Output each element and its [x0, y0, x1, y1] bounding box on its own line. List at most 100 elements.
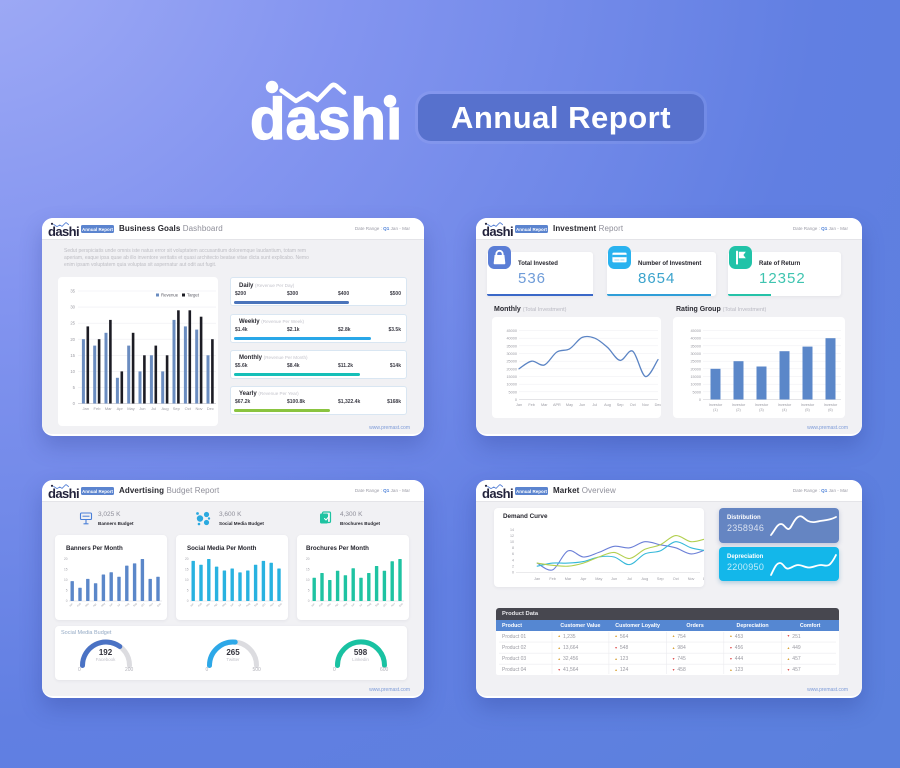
svg-text:Sep: Sep	[173, 406, 181, 411]
svg-text:15000: 15000	[690, 375, 701, 379]
svg-text:May: May	[100, 601, 107, 608]
svg-text:Jun: Jun	[579, 403, 585, 407]
svg-text:Mar: Mar	[541, 403, 548, 407]
svg-text:Sep: Sep	[657, 577, 664, 581]
svg-text:Sep: Sep	[132, 601, 138, 607]
svg-text:Investor: Investor	[708, 403, 722, 407]
svg-text:May: May	[127, 406, 135, 411]
svg-text:45000: 45000	[690, 329, 701, 333]
svg-text:Apr: Apr	[580, 577, 587, 581]
svg-text:Aug: Aug	[642, 577, 649, 581]
svg-text:20000: 20000	[690, 367, 701, 371]
svg-text:Investor: Investor	[800, 403, 814, 407]
svg-text:Nov: Nov	[269, 601, 276, 608]
svg-text:15: 15	[306, 568, 310, 572]
svg-text:Investor: Investor	[823, 403, 837, 407]
svg-text:(4): (4)	[782, 408, 787, 412]
svg-text:Nov: Nov	[148, 601, 155, 608]
svg-text:Feb: Feb	[318, 601, 324, 607]
svg-text:May: May	[595, 577, 602, 581]
svg-text:Mar: Mar	[326, 602, 332, 608]
svg-text:Jan: Jan	[189, 602, 195, 608]
svg-text:Nov: Nov	[390, 601, 397, 608]
svg-text:Jun: Jun	[108, 602, 114, 608]
svg-text:15: 15	[64, 568, 68, 572]
svg-text:Jul: Jul	[592, 403, 597, 407]
svg-text:0: 0	[186, 599, 188, 603]
svg-text:10: 10	[306, 578, 310, 582]
svg-text:Aug: Aug	[604, 403, 611, 407]
svg-text:Jun: Jun	[139, 406, 145, 411]
svg-text:Sep: Sep	[253, 601, 259, 607]
svg-text:15000: 15000	[506, 375, 517, 379]
svg-text:20000: 20000	[506, 367, 517, 371]
svg-text:Dec: Dec	[207, 406, 214, 411]
svg-text:0: 0	[73, 401, 76, 406]
svg-text:(3): (3)	[759, 408, 764, 412]
svg-text:4: 4	[512, 558, 514, 562]
svg-text:10: 10	[185, 578, 189, 582]
svg-text:May: May	[221, 601, 228, 608]
svg-text:20: 20	[306, 557, 310, 561]
svg-text:Sep: Sep	[617, 403, 624, 407]
svg-text:Investor: Investor	[731, 403, 745, 407]
svg-text:(1): (1)	[713, 408, 718, 412]
svg-text:Jan: Jan	[516, 403, 522, 407]
svg-text:Target: Target	[187, 293, 200, 298]
svg-text:Oct: Oct	[261, 602, 267, 608]
svg-text:40000: 40000	[690, 336, 701, 340]
svg-text:Feb: Feb	[94, 406, 102, 411]
svg-text:2: 2	[512, 565, 514, 569]
svg-text:Revenue: Revenue	[161, 293, 179, 298]
svg-text:0: 0	[698, 398, 700, 402]
svg-text:35000: 35000	[690, 344, 701, 348]
svg-text:0: 0	[307, 599, 309, 603]
svg-text:(2): (2)	[736, 408, 741, 412]
svg-text:30: 30	[70, 305, 75, 310]
svg-text:30000: 30000	[690, 352, 701, 356]
svg-text:25000: 25000	[506, 359, 517, 363]
svg-text:Jul: Jul	[116, 602, 121, 607]
svg-text:Apr: Apr	[334, 602, 340, 608]
svg-text:(6): (6)	[828, 408, 833, 412]
svg-text:Apr: Apr	[117, 406, 124, 411]
svg-text:0: 0	[512, 571, 514, 575]
svg-text:5: 5	[307, 589, 309, 593]
svg-text:6: 6	[512, 552, 514, 556]
svg-text:5: 5	[65, 589, 67, 593]
svg-text:Aug: Aug	[124, 601, 130, 607]
svg-text:Aug: Aug	[366, 601, 372, 607]
svg-text:Jan: Jan	[310, 602, 316, 608]
svg-text:20: 20	[185, 557, 189, 561]
svg-text:20: 20	[70, 337, 75, 342]
svg-text:8: 8	[512, 546, 514, 550]
svg-text:Feb: Feb	[528, 403, 535, 407]
svg-text:Sep: Sep	[374, 601, 380, 607]
svg-text:15: 15	[70, 353, 75, 358]
svg-text:25: 25	[70, 321, 75, 326]
svg-text:Jun: Jun	[611, 577, 617, 581]
svg-text:Jul: Jul	[627, 577, 632, 581]
svg-text:Apr: Apr	[213, 602, 219, 608]
svg-text:Dec: Dec	[156, 601, 163, 608]
svg-text:Jan: Jan	[68, 602, 74, 608]
svg-text:Investor: Investor	[754, 403, 768, 407]
svg-text:Mar: Mar	[84, 602, 90, 608]
svg-text:Jun: Jun	[350, 602, 356, 608]
svg-text:Dec: Dec	[277, 601, 284, 608]
svg-text:Feb: Feb	[549, 577, 556, 581]
svg-text:45000: 45000	[506, 329, 517, 333]
svg-text:Investor: Investor	[777, 403, 791, 407]
svg-text:20: 20	[64, 557, 68, 561]
svg-text:Nov: Nov	[688, 577, 695, 581]
svg-text:Nov: Nov	[195, 406, 202, 411]
svg-text:35000: 35000	[506, 344, 517, 348]
svg-text:(5): (5)	[805, 408, 810, 412]
svg-text:May: May	[342, 601, 349, 608]
svg-text:Oct: Oct	[185, 406, 192, 411]
svg-text:5: 5	[186, 589, 188, 593]
svg-text:10000: 10000	[690, 382, 701, 386]
svg-text:15: 15	[185, 568, 189, 572]
svg-text:35: 35	[70, 289, 75, 294]
svg-text:5000: 5000	[509, 390, 517, 394]
